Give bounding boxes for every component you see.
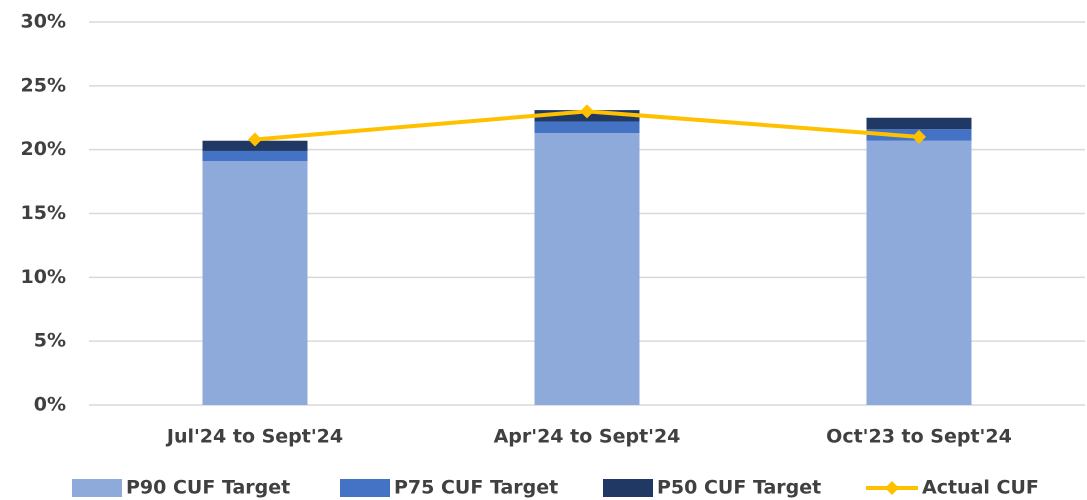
legend-label: P90 CUF Target	[126, 477, 290, 499]
y-tick-label: 20%	[21, 138, 66, 160]
bar-segment	[202, 150, 308, 162]
x-tick-label: Jul'24 to Sept'24	[165, 426, 343, 448]
bar-segment	[866, 140, 972, 406]
legend-swatch	[340, 479, 390, 497]
marker	[580, 104, 594, 119]
x-tick-label: Apr'24 to Sept'24	[494, 426, 681, 448]
bar-segment	[866, 117, 972, 130]
y-tick-label: 25%	[21, 74, 66, 96]
legend-label: Actual CUF	[922, 477, 1039, 499]
legend-swatch	[603, 479, 653, 497]
marker	[248, 132, 262, 147]
legend-label: P75 CUF Target	[394, 477, 558, 499]
bar-segment	[534, 133, 640, 405]
y-tick-label: 15%	[21, 202, 66, 224]
marker	[912, 129, 926, 144]
legend-swatch	[72, 479, 122, 497]
y-tick-label: 0%	[34, 394, 66, 416]
legend-label: P50 CUF Target	[657, 477, 821, 499]
bar-segment	[534, 121, 640, 134]
y-tick-label: 30%	[21, 11, 66, 33]
bar-segment	[202, 161, 308, 405]
legend-marker	[885, 481, 899, 495]
y-tick-label: 5%	[34, 330, 66, 352]
y-tick-label: 10%	[21, 266, 66, 288]
x-tick-label: Oct'23 to Sept'24	[826, 426, 1012, 448]
